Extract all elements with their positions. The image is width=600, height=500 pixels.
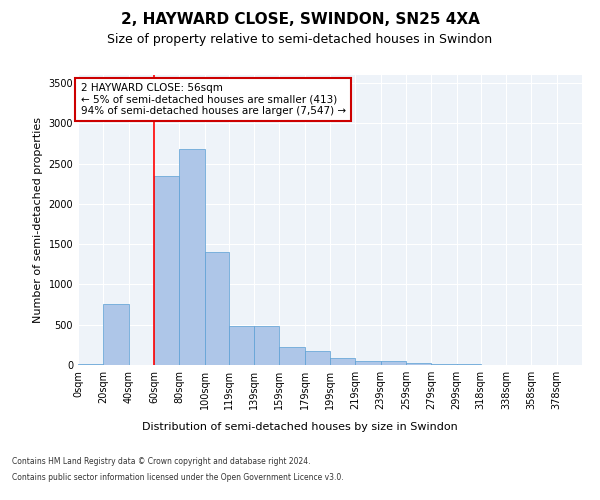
Bar <box>330 358 355 365</box>
Text: Size of property relative to semi-detached houses in Swindon: Size of property relative to semi-detach… <box>107 32 493 46</box>
Bar <box>457 364 481 365</box>
Bar <box>78 364 103 365</box>
Y-axis label: Number of semi-detached properties: Number of semi-detached properties <box>33 117 43 323</box>
Bar <box>431 364 457 365</box>
Text: Contains public sector information licensed under the Open Government Licence v3: Contains public sector information licen… <box>12 472 344 482</box>
Bar <box>305 352 330 365</box>
Bar <box>229 326 254 365</box>
Bar <box>406 362 431 365</box>
Text: 2 HAYWARD CLOSE: 56sqm
← 5% of semi-detached houses are smaller (413)
94% of sem: 2 HAYWARD CLOSE: 56sqm ← 5% of semi-deta… <box>80 83 346 116</box>
Bar <box>254 326 280 365</box>
Text: Distribution of semi-detached houses by size in Swindon: Distribution of semi-detached houses by … <box>142 422 458 432</box>
Bar <box>380 361 406 365</box>
Bar <box>205 252 229 365</box>
Bar <box>355 360 380 365</box>
Bar <box>179 149 205 365</box>
Bar <box>154 176 179 365</box>
Text: Contains HM Land Registry data © Crown copyright and database right 2024.: Contains HM Land Registry data © Crown c… <box>12 458 311 466</box>
Text: 2, HAYWARD CLOSE, SWINDON, SN25 4XA: 2, HAYWARD CLOSE, SWINDON, SN25 4XA <box>121 12 479 28</box>
Bar <box>280 348 305 365</box>
Bar <box>103 304 128 365</box>
